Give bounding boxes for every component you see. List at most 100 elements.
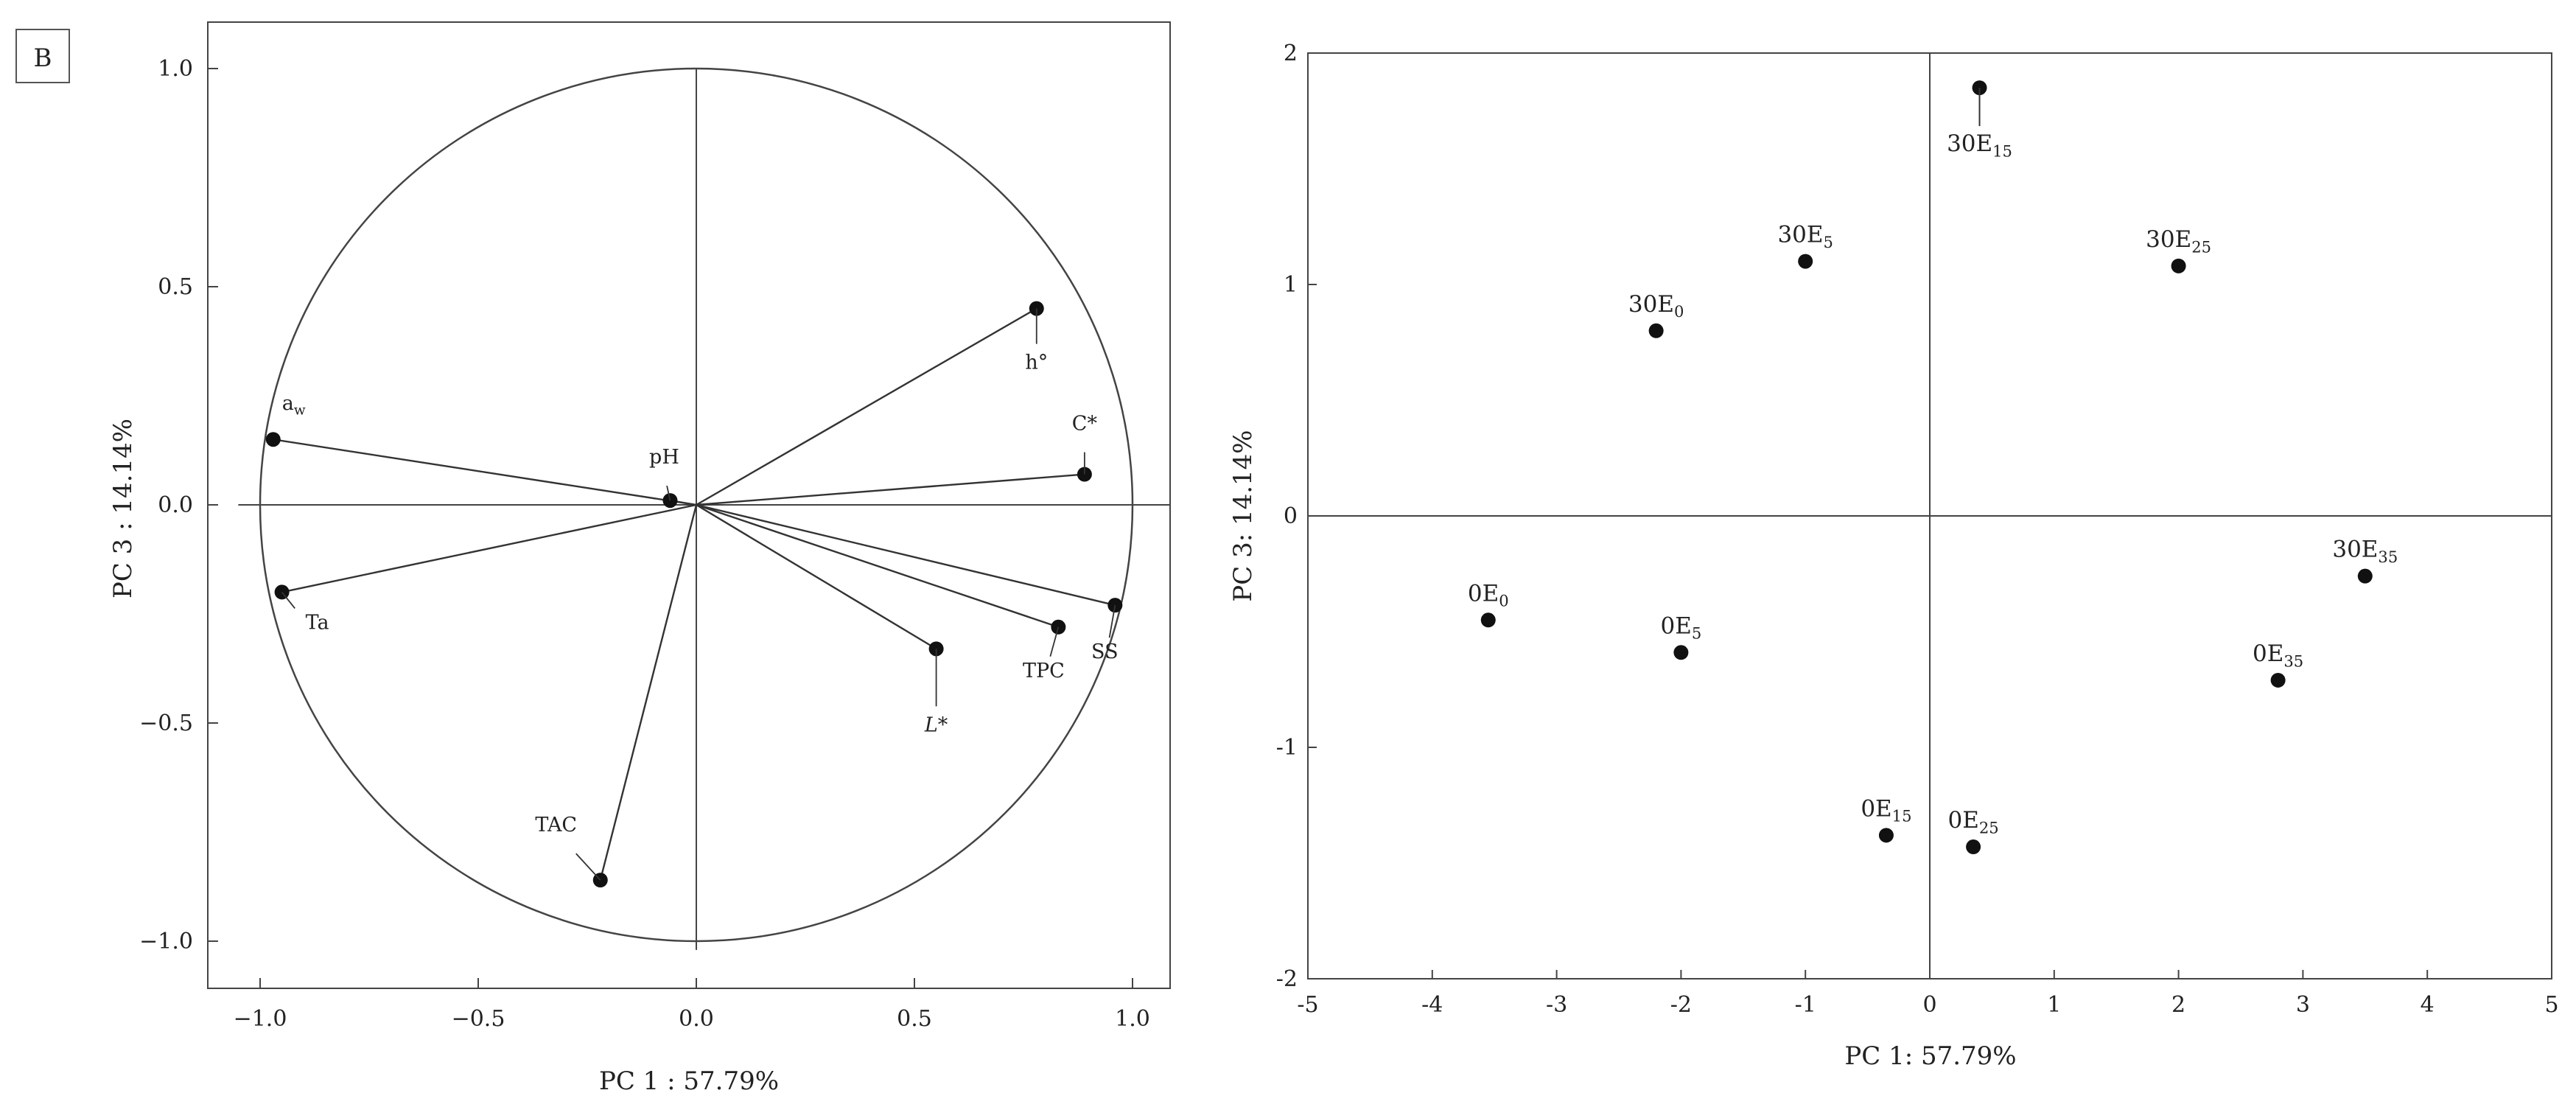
- loading-label-leader: [666, 485, 671, 501]
- loading-label: h°: [1025, 352, 1048, 374]
- score-point: [2357, 568, 2373, 584]
- loading-vector: SS: [696, 503, 1123, 663]
- loading-line: [696, 473, 1085, 506]
- score-point-group: 30E5: [1777, 222, 1833, 269]
- scores-x-tick-label: 1: [2047, 992, 2061, 1018]
- loading-label: TPC: [1023, 660, 1065, 682]
- loading-line: [696, 307, 1037, 506]
- scores-x-axis-title: PC 1: 57.79%: [1844, 1041, 2016, 1071]
- loadings-x-tick-label: −0.5: [452, 1006, 505, 1032]
- loading-vector: TPC: [696, 503, 1066, 682]
- scores-x-tick-label: 0: [1922, 992, 1936, 1018]
- loadings-x-tick-label: −1.0: [234, 1006, 287, 1032]
- loadings-y-tick-label: 0.0: [158, 492, 193, 518]
- loading-label-leader: [1108, 605, 1116, 638]
- score-point: [1878, 828, 1894, 843]
- loading-vector: h°: [696, 301, 1048, 506]
- score-point-group: 30E35: [2332, 537, 2398, 584]
- loading-label-leader: [575, 853, 601, 881]
- loading-vector: L*: [696, 503, 948, 736]
- score-label: 30E0: [1628, 291, 1684, 321]
- score-point-group: 0E25: [1947, 807, 1999, 855]
- scores-x-ticks: -5 -4 -3 -2 -1 0 1 2 3 4 5: [1297, 970, 2559, 1018]
- scores-x-tick-label: 3: [2296, 992, 2310, 1018]
- loading-vector: aw: [265, 392, 697, 506]
- loadings-x-axis-title: PC 1 : 57.79%: [599, 1066, 779, 1096]
- loading-line: [281, 503, 697, 593]
- score-label: 30E25: [2146, 226, 2211, 256]
- loadings-plot: B 1.0 0.5 0.0 −0.5 −1.0 −1.0 −0.5 0.0 0.5 1.0 aw…: [15, 21, 1171, 1096]
- score-point: [1798, 254, 1813, 269]
- loadings-vectors: aw pH h° C* Ta SS TPC L* TAC: [265, 301, 1123, 888]
- loading-label: Ta: [306, 611, 329, 634]
- score-point-group: 30E15: [1947, 80, 2012, 160]
- loading-vector: pH: [649, 446, 697, 509]
- score-point-group: 0E15: [1861, 795, 1912, 843]
- score-point: [1648, 323, 1664, 338]
- scores-y-tick-label: 2: [1284, 41, 1298, 66]
- scores-x-tick-label: -1: [1795, 992, 1816, 1018]
- score-point: [2171, 258, 2186, 273]
- scores-y-tick-label: -2: [1276, 966, 1298, 992]
- loadings-y-tick-label: −0.5: [139, 710, 193, 736]
- scores-axes: [1308, 53, 2552, 979]
- loading-label: C*: [1072, 413, 1098, 436]
- loading-line: [696, 503, 1116, 607]
- loading-label: pH: [649, 446, 679, 469]
- loading-label: L*: [924, 713, 948, 736]
- scores-x-tick-label: 2: [2171, 992, 2185, 1018]
- scores-x-tick-label: -3: [1546, 992, 1567, 1018]
- loading-label-leader: [281, 591, 295, 609]
- score-point: [1673, 645, 1689, 660]
- loading-line: [696, 503, 937, 650]
- loadings-y-axis-title: PC 3 : 14.14%: [108, 419, 138, 598]
- scores-y-tick-label: 1: [1284, 272, 1298, 298]
- loadings-x-tick-label: 1.0: [1115, 1006, 1150, 1032]
- loading-point: [265, 432, 281, 447]
- scores-y-ticks: 2 1 0 -1 -2: [1276, 41, 1317, 992]
- scores-x-tick-label: 5: [2544, 992, 2558, 1018]
- loadings-y-tick-label: 1.0: [158, 56, 193, 82]
- score-label: 0E0: [1468, 580, 1509, 610]
- scores-x-tick-label: -4: [1421, 992, 1443, 1018]
- loading-vector: Ta: [274, 503, 697, 634]
- loadings-axes: [238, 67, 1170, 950]
- loading-label-leader: [1049, 626, 1060, 657]
- loadings-y-ticks: 1.0 0.5 0.0 −0.5 −1.0: [139, 56, 218, 954]
- loadings-x-ticks: −1.0 −0.5 0.0 0.5 1.0: [234, 978, 1150, 1032]
- scores-y-tick-label: 0: [1284, 503, 1298, 529]
- score-point: [1966, 839, 1981, 855]
- loading-vector: TAC: [535, 504, 698, 888]
- loading-label: TAC: [535, 814, 577, 837]
- loading-line: [696, 503, 1059, 628]
- panel-label-box: [15, 29, 70, 83]
- loadings-y-tick-label: 0.5: [158, 274, 193, 300]
- scores-x-tick-label: -5: [1297, 992, 1318, 1018]
- loading-label: SS: [1091, 640, 1119, 663]
- score-label: 0E5: [1661, 612, 1702, 642]
- score-point-group: 0E5: [1661, 612, 1702, 660]
- score-point-group: 30E0: [1628, 291, 1684, 338]
- scores-y-axis-title: PC 3: 14.14%: [1228, 430, 1258, 601]
- scores-x-tick-label: -2: [1670, 992, 1692, 1018]
- loading-vector: C*: [696, 413, 1098, 506]
- scores-y-tick-label: -1: [1276, 735, 1298, 761]
- loadings-y-tick-label: −1.0: [139, 929, 193, 954]
- score-label: 30E5: [1777, 222, 1833, 251]
- score-point: [1480, 612, 1496, 628]
- scores-x-tick-label: 4: [2421, 992, 2435, 1018]
- loadings-x-tick-label: 0.0: [679, 1006, 714, 1032]
- score-label: 0E25: [1947, 807, 1998, 837]
- score-point-group: 0E0: [1468, 580, 1509, 628]
- scores-points: 30E15 30E5 30E25 30E0 30E35 0E0 0E5 0E35 0E15 0E2…: [1468, 80, 2398, 855]
- score-label: 0E35: [2253, 640, 2303, 670]
- score-label: 30E35: [2332, 537, 2398, 566]
- panel-label: B: [34, 43, 52, 73]
- loadings-x-tick-label: 0.5: [897, 1006, 932, 1032]
- score-label: 0E15: [1861, 795, 1911, 825]
- score-point-group: 0E35: [2253, 640, 2303, 688]
- loading-line: [599, 504, 698, 881]
- loading-line: [273, 439, 697, 506]
